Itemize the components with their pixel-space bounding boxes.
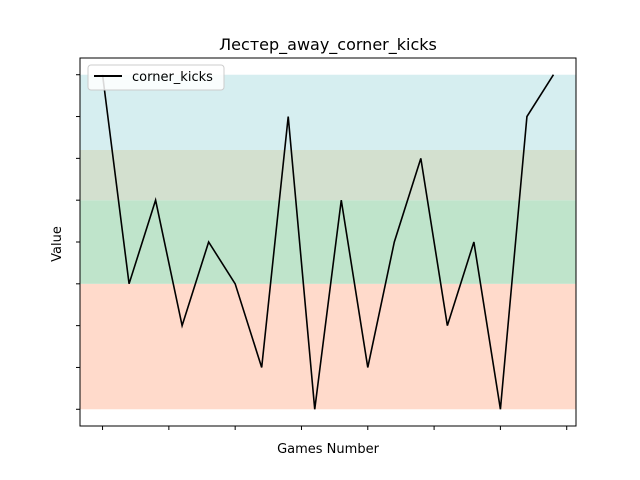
legend-entry-corner-kicks: corner_kicks xyxy=(132,70,213,85)
y-axis-label: Value xyxy=(50,226,65,262)
y-axis-ticks xyxy=(76,75,80,410)
chart-title: Лестер_away_corner_kicks xyxy=(219,35,437,55)
x-axis-ticks xyxy=(103,426,567,430)
legend: corner_kicks xyxy=(88,65,224,90)
background-bands xyxy=(80,75,576,410)
band-2 xyxy=(80,150,576,200)
x-axis-label: Games Number xyxy=(277,442,379,457)
band-1 xyxy=(80,200,576,284)
